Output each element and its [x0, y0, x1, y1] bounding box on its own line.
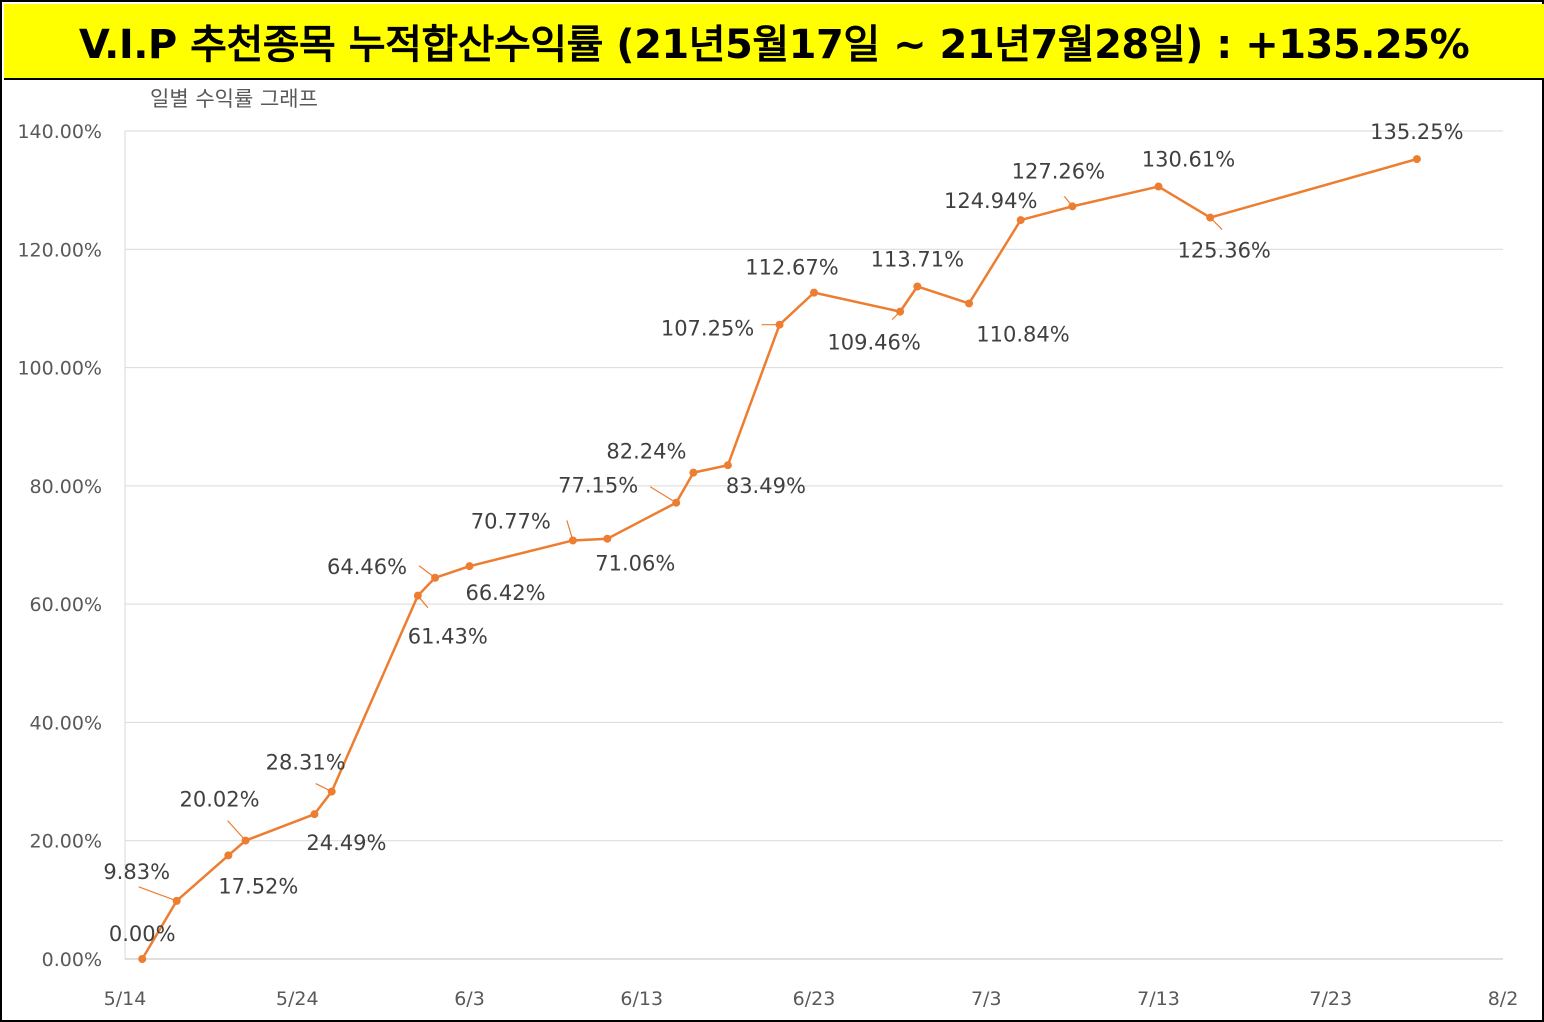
y-tick-label: 140.00% — [17, 121, 102, 143]
data-label: 112.67% — [745, 256, 838, 280]
y-tick-label: 0.00% — [42, 949, 102, 971]
data-label: 70.77% — [471, 509, 551, 533]
x-axis-ticks: 5/14 5/24 6/3 6/13 6/23 7/3 7/13 7/23 8/2 — [104, 988, 1519, 1010]
chart-subtitle: 일별 수익률 그래프 — [150, 87, 318, 111]
data-point — [413, 591, 422, 600]
data-label: 127.26% — [1012, 159, 1105, 183]
y-tick-label: 80.00% — [30, 476, 102, 498]
data-label: 135.25% — [1370, 120, 1463, 144]
x-tick-label: 5/24 — [276, 988, 319, 1010]
data-label: 17.52% — [218, 874, 298, 898]
y-tick-label: 120.00% — [17, 239, 102, 261]
data-point — [1412, 155, 1421, 164]
x-tick-label: 6/23 — [793, 988, 836, 1010]
data-point — [224, 851, 233, 860]
data-label: 66.42% — [465, 581, 545, 605]
x-tick-label: 7/13 — [1137, 988, 1180, 1010]
data-label: 28.31% — [266, 751, 346, 775]
y-axis-ticks: 0.00% 20.00% 40.00% 60.00% 80.00% 100.00% 120.… — [17, 121, 102, 971]
data-point — [775, 320, 784, 329]
data-point — [310, 810, 319, 819]
data-point — [723, 461, 732, 470]
title-banner: V.I.P 추천종목 누적합산수익률 (21년5월17일 ~ 21년7월28일)… — [4, 4, 1544, 80]
y-tick-label: 40.00% — [30, 712, 102, 734]
data-label: 107.25% — [661, 317, 754, 341]
y-tick-label: 100.00% — [17, 358, 102, 380]
leader-line — [227, 820, 247, 841]
y-tick-label: 60.00% — [30, 594, 102, 616]
data-point — [568, 536, 577, 545]
data-point — [431, 573, 440, 582]
data-label: 71.06% — [595, 552, 675, 576]
data-point — [689, 468, 698, 477]
y-tick-label: 20.00% — [30, 831, 102, 853]
x-tick-label: 8/2 — [1488, 988, 1519, 1010]
data-label: 125.36% — [1177, 239, 1270, 263]
data-point — [896, 307, 905, 316]
x-tick-label: 5/14 — [104, 988, 147, 1010]
data-label: 110.84% — [976, 322, 1069, 346]
data-label: 130.61% — [1142, 148, 1235, 172]
data-point — [1206, 213, 1215, 222]
data-point — [965, 299, 974, 308]
data-point — [1068, 202, 1077, 211]
banner-title: V.I.P 추천종목 누적합산수익률 (21년5월17일 ~ 21년7월28일)… — [78, 22, 1470, 68]
data-point — [672, 498, 681, 507]
data-point — [913, 282, 922, 291]
data-label: 9.83% — [103, 860, 170, 884]
data-point — [327, 787, 336, 796]
data-point — [1154, 182, 1163, 191]
x-tick-label: 7/3 — [971, 988, 1002, 1010]
series-line — [141, 157, 1418, 960]
data-markers — [138, 155, 1421, 963]
data-label: 83.49% — [726, 474, 806, 498]
data-label: 82.24% — [606, 440, 686, 464]
data-point — [138, 955, 147, 963]
data-point — [603, 534, 612, 543]
data-label: 0.00% — [109, 922, 176, 946]
leader-line — [138, 886, 177, 902]
data-point — [810, 288, 818, 297]
data-label: 113.71% — [871, 247, 964, 271]
data-point — [465, 562, 474, 571]
data-label: 124.94% — [944, 189, 1037, 213]
data-labels: 0.00% 9.83% 17.52% 20.02% 24.49% 28.31% 61.43%… — [103, 120, 1463, 946]
data-point — [1016, 216, 1025, 225]
data-label: 77.15% — [558, 474, 638, 498]
leader-line — [649, 486, 677, 504]
data-point — [241, 836, 250, 845]
data-label: 20.02% — [180, 788, 260, 812]
data-label: 109.46% — [827, 331, 920, 355]
data-label: 24.49% — [306, 831, 386, 855]
label-leader-lines — [138, 195, 1223, 902]
x-tick-label: 6/3 — [454, 988, 485, 1010]
data-label: 64.46% — [327, 555, 407, 579]
x-tick-label: 7/23 — [1309, 988, 1352, 1010]
data-point — [172, 896, 181, 905]
x-tick-label: 6/13 — [620, 988, 663, 1010]
data-label: 61.43% — [408, 625, 488, 649]
gridlines — [124, 130, 1503, 960]
